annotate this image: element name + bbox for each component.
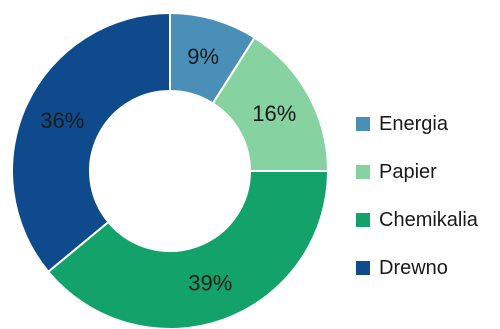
legend-label-chemikalia: Chemikalia — [379, 208, 478, 231]
slice-label-papier: 16% — [252, 101, 296, 126]
legend-item-drewno: Drewno — [356, 244, 478, 292]
chart-legend: Energia Papier Chemikalia Drewno — [356, 100, 478, 292]
legend-swatch-energia — [356, 117, 370, 131]
legend-item-papier: Papier — [356, 148, 478, 196]
legend-label-energia: Energia — [379, 112, 448, 135]
legend-swatch-papier — [356, 165, 370, 179]
legend-label-papier: Papier — [379, 160, 437, 183]
slice-label-drewno: 36% — [40, 108, 84, 133]
legend-swatch-chemikalia — [356, 213, 370, 227]
slice-label-energia: 9% — [187, 44, 219, 69]
legend-swatch-drewno — [356, 261, 370, 275]
slice-label-chemikalia: 39% — [188, 270, 232, 295]
slice-drewno — [11, 11, 171, 274]
legend-item-energia: Energia — [356, 100, 478, 148]
legend-label-drewno: Drewno — [379, 256, 448, 279]
slice-chemikalia — [46, 170, 330, 329]
slice-papier — [211, 36, 330, 172]
slices-group — [11, 11, 330, 329]
legend-item-chemikalia: Chemikalia — [356, 196, 478, 244]
slice-labels-group: 9% 16% 39% 36% — [40, 44, 296, 295]
